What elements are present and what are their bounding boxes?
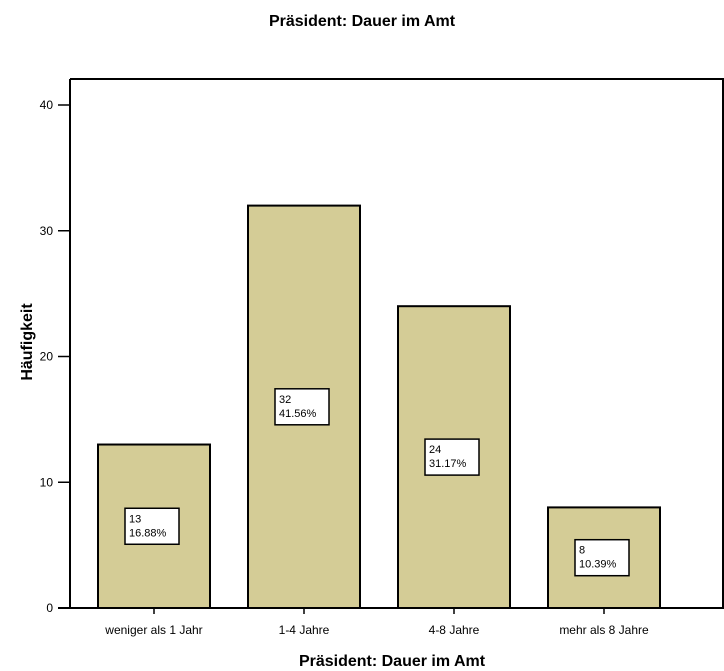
y-tick-label: 40 <box>40 98 54 112</box>
plot-area: 0 10 20 30 40 weniger als 1 Jahr 13 16.88% 1-4 J… <box>40 78 724 637</box>
data-label-box <box>124 507 180 546</box>
chart-title: Präsident: Dauer im Amt <box>269 13 456 30</box>
x-axis-title: Präsident: Dauer im Amt <box>299 653 486 670</box>
y-tick-label: 0 <box>46 601 53 615</box>
y-axis-title: Häufigkeit <box>19 303 36 381</box>
data-label-box <box>424 438 480 476</box>
y-tick-label: 10 <box>40 475 54 489</box>
data-label-count: 8 <box>579 545 585 557</box>
data-label-percent: 31.17% <box>429 458 467 470</box>
data-label-count: 24 <box>429 444 441 456</box>
x-tick-label: 4-8 Jahre <box>429 623 480 637</box>
x-tick-label: mehr als 8 Jahre <box>559 623 649 637</box>
data-label-count: 32 <box>279 394 291 406</box>
data-label-count: 13 <box>129 513 141 525</box>
data-label-percent: 10.39% <box>579 559 617 571</box>
x-tick-label: 1-4 Jahre <box>279 623 330 637</box>
data-label-box <box>574 538 630 577</box>
data-label-percent: 41.56% <box>279 408 317 420</box>
data-label-box <box>274 388 330 426</box>
data-label-percent: 16.88% <box>129 527 167 539</box>
y-tick-label: 30 <box>40 224 54 238</box>
x-tick-label: weniger als 1 Jahr <box>104 623 202 637</box>
bar <box>97 443 211 609</box>
y-tick-label: 20 <box>40 350 54 364</box>
